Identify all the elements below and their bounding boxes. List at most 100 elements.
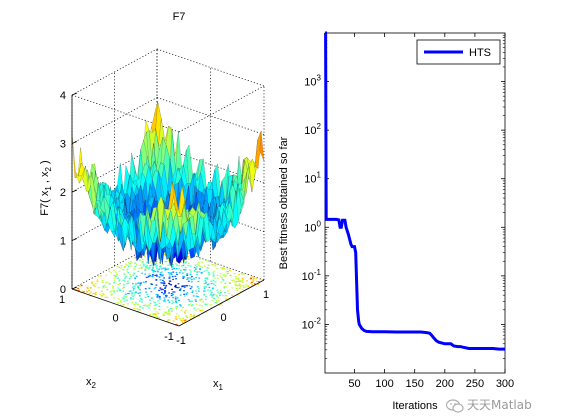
contour-speck (171, 307, 173, 309)
contour-speck (175, 316, 177, 318)
contour-speck (213, 297, 216, 300)
contour-speck (130, 265, 133, 267)
contour-speck (255, 280, 258, 283)
contour-speck (149, 302, 152, 305)
contour-speck (214, 301, 217, 304)
contour-speck (168, 273, 171, 275)
contour-speck (234, 275, 237, 278)
y-axis-line (71, 288, 180, 327)
contour-speck (234, 272, 236, 275)
contour-speck (150, 297, 153, 300)
contour-speck (140, 266, 143, 269)
contour-speck (207, 267, 210, 269)
contour-speck (255, 277, 258, 279)
contour-speck (161, 274, 164, 276)
grid-line (178, 85, 265, 133)
contour-speck (212, 264, 215, 266)
contour-speck (118, 266, 121, 268)
contour-speck (257, 283, 260, 285)
contour-speck (80, 284, 83, 287)
contour-speck (212, 270, 215, 272)
contour-speck (180, 265, 183, 267)
contour-speck (239, 284, 242, 286)
contour-speck (214, 281, 217, 283)
contour-speck (156, 265, 159, 267)
contour-speck (208, 273, 210, 275)
contour-speck (206, 277, 209, 279)
contour-speck (167, 264, 170, 266)
contour-speck (122, 279, 125, 281)
contour-speck (238, 279, 241, 282)
contour-speck (163, 283, 165, 285)
contour-speck (164, 299, 166, 301)
contour-speck (170, 284, 173, 286)
contour-speck (193, 314, 195, 316)
contour-speck (131, 286, 134, 288)
contour-speck (146, 305, 149, 307)
contour-speck (168, 275, 171, 277)
y-tick-label: 10-1 (302, 268, 322, 283)
contour-speck (144, 304, 147, 306)
contour-speck (117, 283, 120, 286)
contour-speck (167, 271, 170, 274)
contour-speck (151, 276, 153, 278)
contour-speck (216, 274, 219, 276)
contour-speck (195, 303, 198, 305)
contour-speck (77, 289, 80, 292)
contour-speck (253, 277, 255, 279)
legend: HTS (416, 39, 501, 65)
contour-speck (189, 288, 192, 290)
contour-speck (226, 299, 229, 302)
contour-speck (79, 285, 81, 287)
contour-speck (228, 281, 231, 284)
contour-speck (154, 286, 157, 289)
contour-speck (174, 285, 177, 288)
contour-speck (206, 303, 209, 305)
contour-speck (170, 272, 172, 275)
contour-speck (153, 304, 156, 307)
contour-speck (108, 270, 111, 272)
contour-speck (111, 293, 113, 295)
contour-speck (161, 282, 164, 284)
contour-speck (237, 280, 240, 283)
contour-speck (237, 277, 240, 279)
contour-speck (94, 283, 97, 285)
contour-speck (101, 281, 104, 283)
contour-speck (189, 271, 192, 273)
contour-speck (189, 318, 192, 320)
contour-speck (165, 295, 167, 297)
contour-speck (124, 277, 127, 279)
contour-speck (162, 300, 165, 302)
contour-speck (154, 302, 157, 304)
contour-speck (167, 268, 170, 270)
contour-speck (74, 289, 77, 291)
legend-label-hts: HTS (469, 47, 491, 59)
contour-speck (217, 297, 220, 299)
contour-speck (151, 297, 153, 299)
contour-speck (118, 270, 121, 272)
contour-speck (164, 291, 166, 293)
contour-speck (162, 267, 165, 269)
contour-speck (105, 286, 107, 288)
contour-speck (225, 295, 228, 297)
surface-z-axis-label: F7( x1 , x2 ) (39, 160, 53, 215)
contour-speck (137, 285, 139, 287)
contour-speck (186, 278, 189, 280)
contour-speck (194, 268, 197, 270)
contour-speck (210, 291, 213, 293)
contour-speck (122, 290, 125, 292)
contour-speck (146, 293, 149, 296)
contour-speck (96, 281, 99, 283)
contour-speck (92, 284, 95, 286)
contour-speck (207, 264, 210, 266)
contour-speck (165, 261, 168, 263)
contour-speck (141, 272, 144, 274)
conv-y-axis-label: Best fitness obtained so far (278, 136, 290, 269)
contour-speck (120, 304, 123, 306)
contour-speck (195, 295, 198, 297)
contour-speck (210, 304, 213, 306)
contour-speck (155, 260, 158, 263)
contour-speck (187, 265, 190, 267)
contour-speck (144, 296, 147, 298)
z-tick-mark (71, 92, 78, 96)
